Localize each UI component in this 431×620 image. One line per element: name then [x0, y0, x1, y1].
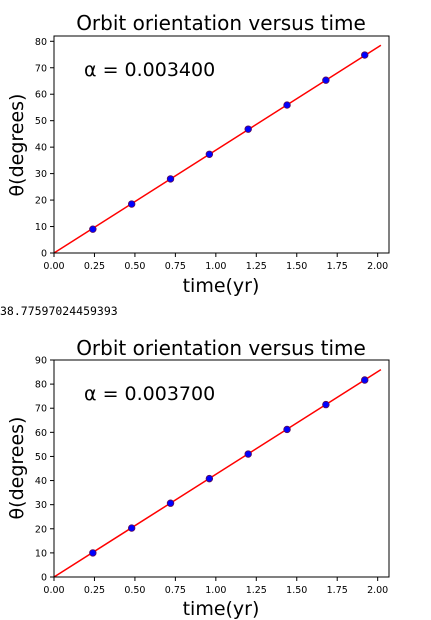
y-tick-label: 60 [35, 90, 47, 101]
plot-area-2: 0.00 0.25 0.50 0.75 1.00 1.25 1.50 1.75 2.00 0 10 2… [35, 356, 390, 596]
y-tick-label: 70 [35, 63, 47, 74]
plot-frame [53, 35, 390, 254]
y-tick-label: 40 [35, 143, 47, 154]
data-point [244, 450, 252, 458]
y-tick-label: 30 [35, 500, 47, 511]
y-tick-label: 10 [35, 548, 47, 559]
y-axis-label: θ(degrees) [6, 417, 28, 520]
y-tick-label: 10 [35, 222, 47, 233]
y-tick-label: 70 [35, 404, 47, 415]
data-point [205, 474, 214, 483]
data-point [283, 425, 291, 434]
x-tick-label: 2.00 [367, 261, 388, 272]
y-tick-label: 80 [35, 380, 47, 391]
data-point [361, 51, 369, 59]
plot-frame [53, 359, 390, 578]
data-point [89, 225, 97, 233]
y-tick-label: 60 [35, 428, 47, 439]
x-tick-label: 2.00 [367, 585, 388, 596]
plot-area-1: 0.00 0.25 0.50 0.75 1.00 1.25 1.50 1.75 2.00 0 10 2… [35, 35, 390, 272]
chart-title: Orbit orientation versus time [76, 336, 366, 360]
x-tick-label: 1.00 [205, 261, 226, 272]
x-tick-label: 1.75 [327, 585, 348, 596]
x-tick-label: 0.50 [124, 585, 145, 596]
x-tick-label: 0.25 [84, 261, 105, 272]
data-point [205, 150, 214, 158]
y-tick-label: 20 [35, 196, 47, 207]
chart-title: Orbit orientation versus time [76, 11, 366, 35]
x-tick-label: 1.25 [246, 585, 267, 596]
x-tick-label: 0.50 [124, 261, 145, 272]
x-tick-label: 0.00 [43, 261, 64, 272]
x-tick-label: 0.75 [165, 261, 186, 272]
x-tick-label: 0.75 [165, 585, 186, 596]
y-tick-label: 30 [35, 169, 47, 180]
y-tick-label: 50 [35, 452, 47, 463]
x-tick-label: 1.50 [286, 585, 307, 596]
data-point [361, 376, 369, 384]
chart-annotation: α = 0.003700 [84, 383, 215, 405]
y-tick-label: 90 [35, 356, 47, 367]
output-text: 38.77597024459393 [0, 304, 118, 318]
y-tick-label: 0 [41, 249, 47, 260]
data-point [322, 400, 330, 409]
data-point [322, 76, 330, 84]
x-tick-label: 1.00 [205, 585, 226, 596]
data-point [244, 125, 252, 133]
x-axis-label: time(yr) [183, 275, 260, 297]
chart-1: Orbit orientation versus time α = 0.0034… [6, 11, 390, 297]
chart-annotation: α = 0.003400 [84, 59, 215, 81]
y-tick-label: 50 [35, 116, 47, 127]
x-tick-label: 0.00 [43, 585, 64, 596]
x-axis-label: time(yr) [183, 598, 260, 620]
x-tick-label: 1.25 [246, 261, 267, 272]
chart-2: Orbit orientation versus time α = 0.0037… [6, 336, 390, 620]
data-point [166, 499, 175, 507]
y-tick-label: 20 [35, 524, 47, 535]
data-point [89, 549, 97, 557]
data-point [127, 200, 136, 208]
y-axis-label: θ(degrees) [6, 94, 28, 197]
y-tick-label: 80 [35, 37, 47, 48]
x-tick-label: 1.50 [286, 261, 307, 272]
x-tick-label: 0.25 [84, 585, 105, 596]
y-tick-label: 40 [35, 476, 47, 487]
data-point [166, 175, 175, 183]
data-point [127, 524, 136, 532]
data-point [283, 101, 291, 109]
y-tick-label: 0 [41, 573, 47, 584]
x-tick-label: 1.75 [327, 261, 348, 272]
